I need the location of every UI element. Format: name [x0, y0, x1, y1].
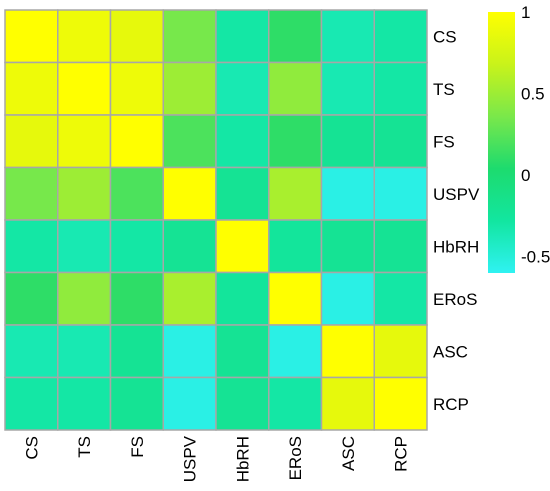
heatmap-cell-ERoS-CS [4, 271, 59, 326]
heatmap-cell-USPV-USPV [162, 166, 217, 221]
heatmap-cell-ASC-USPV [162, 324, 217, 379]
heatmap-cell-FS-FS [109, 114, 164, 169]
heatmap-cell-RCP-CS [4, 376, 59, 431]
heatmap-cell-USPV-ERoS [268, 166, 323, 221]
heatmap-cell-CS-USPV [162, 9, 217, 64]
heatmap-cell-HbRH-FS [109, 219, 164, 274]
heatmap-cell-USPV-FS [109, 166, 164, 221]
heatmap-cell-FS-ERoS [268, 114, 323, 169]
heatmap-cells [4, 9, 428, 431]
heatmap-cell-USPV-TS [57, 166, 112, 221]
heatmap-cell-ERoS-RCP [373, 271, 428, 326]
heatmap-cell-CS-HbRH [215, 9, 270, 64]
heatmap-cell-ASC-CS [4, 324, 59, 379]
colorbar-tick-label: 1 [521, 3, 530, 22]
heatmap-cell-RCP-TS [57, 376, 112, 431]
heatmap-cell-TS-ASC [320, 61, 375, 116]
colorbar-tick-label: 0.5 [521, 85, 545, 104]
heatmap-cell-HbRH-CS [4, 219, 59, 274]
heatmap-cell-CS-ASC [320, 9, 375, 64]
heatmap-cell-RCP-HbRH [215, 376, 270, 431]
row-label: USPV [433, 185, 480, 204]
heatmap-cell-HbRH-HbRH [215, 219, 270, 274]
column-label: USPV [181, 435, 200, 482]
heatmap-cell-TS-CS [4, 61, 59, 116]
heatmap-cell-USPV-CS [4, 166, 59, 221]
heatmap-cell-TS-USPV [162, 61, 217, 116]
heatmap-cell-FS-CS [4, 114, 59, 169]
column-label: HbRH [233, 436, 252, 482]
heatmap-cell-ERoS-ASC [320, 271, 375, 326]
heatmap-cell-ASC-ASC [320, 324, 375, 379]
row-label: FS [433, 132, 455, 151]
colorbar: 1 0.5 0 -0.5 [488, 3, 550, 273]
heatmap-cell-RCP-RCP [373, 376, 428, 431]
heatmap-cell-TS-ERoS [268, 61, 323, 116]
heatmap-cell-TS-FS [109, 61, 164, 116]
heatmap-cell-RCP-USPV [162, 376, 217, 431]
column-label: TS [75, 436, 94, 458]
heatmap-cell-FS-TS [57, 114, 112, 169]
heatmap-cell-HbRH-ASC [320, 219, 375, 274]
heatmap-cell-RCP-ERoS [268, 376, 323, 431]
heatmap-cell-CS-TS [57, 9, 112, 64]
heatmap-cell-USPV-RCP [373, 166, 428, 221]
heatmap-cell-FS-USPV [162, 114, 217, 169]
column-label: CS [22, 436, 41, 460]
heatmap-cell-ASC-FS [109, 324, 164, 379]
row-label: TS [433, 80, 455, 99]
heatmap-cell-RCP-FS [109, 376, 164, 431]
colorbar-tick-label: 0 [521, 166, 530, 185]
heatmap-cell-TS-TS [57, 61, 112, 116]
heatmap-cell-ASC-RCP [373, 324, 428, 379]
heatmap-cell-HbRH-USPV [162, 219, 217, 274]
heatmap-cell-CS-RCP [373, 9, 428, 64]
column-label: FS [128, 436, 147, 458]
row-label: ERoS [433, 290, 477, 309]
colorbar-gradient [488, 12, 515, 273]
heatmap-cell-ASC-TS [57, 324, 112, 379]
heatmap-cell-ERoS-USPV [162, 271, 217, 326]
heatmap-cell-FS-RCP [373, 114, 428, 169]
heatmap-cell-HbRH-RCP [373, 219, 428, 274]
heatmap-cell-ASC-ERoS [268, 324, 323, 379]
heatmap-cell-CS-ERoS [268, 9, 323, 64]
row-label: CS [433, 27, 457, 46]
heatmap-cell-HbRH-TS [57, 219, 112, 274]
heatmap-cell-ERoS-ERoS [268, 271, 323, 326]
heatmap-cell-FS-ASC [320, 114, 375, 169]
heatmap-cell-CS-CS [4, 9, 59, 64]
heatmap-cell-USPV-ASC [320, 166, 375, 221]
heatmap-cell-ASC-HbRH [215, 324, 270, 379]
heatmap-cell-USPV-HbRH [215, 166, 270, 221]
heatmap-cell-ERoS-FS [109, 271, 164, 326]
column-label: ERoS [286, 436, 305, 480]
heatmap-cell-FS-HbRH [215, 114, 270, 169]
column-labels: CS TS FS USPV HbRH ERoS ASC RCP [22, 435, 410, 482]
row-label: RCP [433, 395, 469, 414]
heatmap-cell-ERoS-HbRH [215, 271, 270, 326]
row-label: ASC [433, 342, 468, 361]
column-label: ASC [339, 436, 358, 471]
heatmap-cell-CS-FS [109, 9, 164, 64]
heatmap-cell-TS-RCP [373, 61, 428, 116]
column-label: RCP [392, 436, 411, 472]
heatmap-cell-RCP-ASC [320, 376, 375, 431]
heatmap-cell-ERoS-TS [57, 271, 112, 326]
row-labels: CS TS FS USPV HbRH ERoS ASC RCP [433, 27, 480, 414]
heatmap-cell-TS-HbRH [215, 61, 270, 116]
row-label: HbRH [433, 237, 479, 256]
colorbar-tick-label: -0.5 [521, 248, 550, 267]
heatmap-cell-HbRH-ERoS [268, 219, 323, 274]
